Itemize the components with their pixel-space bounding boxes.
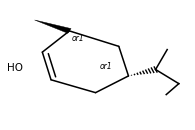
Text: or1: or1 (99, 62, 112, 71)
Polygon shape (35, 20, 71, 33)
Text: HO: HO (6, 63, 22, 73)
Text: or1: or1 (71, 34, 84, 43)
